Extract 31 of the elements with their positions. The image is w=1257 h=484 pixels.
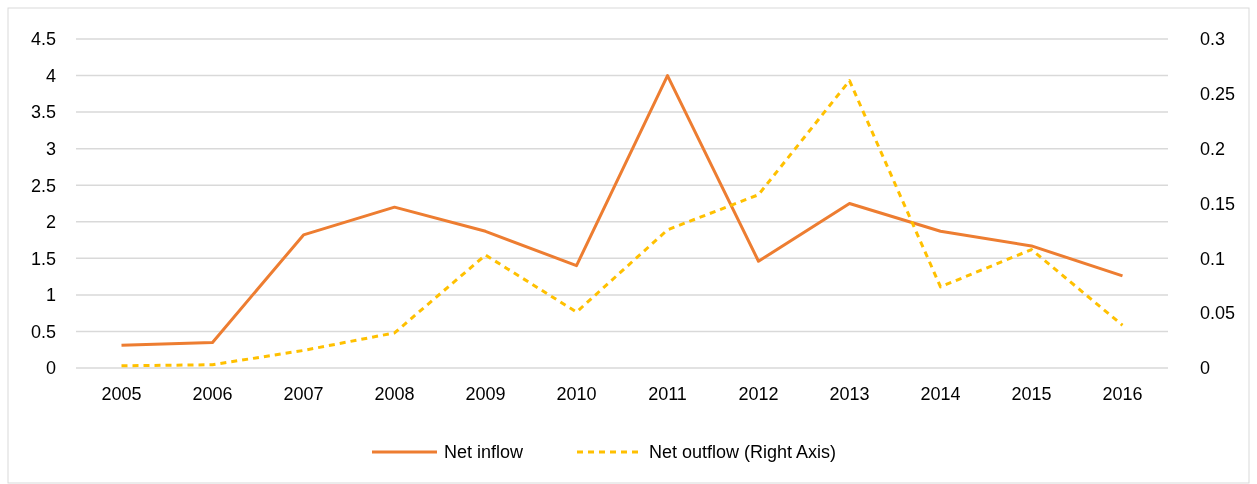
x-tick-label: 2007: [283, 384, 324, 404]
y2-tick-label: 0.05: [1200, 303, 1236, 324]
y-tick-label: 1.5: [30, 248, 56, 269]
x-tick-label: 2016: [1102, 384, 1143, 404]
y-tick-label: 4: [45, 65, 56, 86]
y-tick-label: 1: [45, 285, 56, 306]
y2-tick-label: 0.1: [1200, 248, 1226, 269]
y-tick-label: 3.5: [30, 102, 56, 123]
x-tick-label: 2010: [556, 384, 597, 404]
x-tick-label: 2015: [1011, 384, 1052, 404]
x-tick-label: 2014: [920, 384, 961, 404]
y-tick-label: 0.5: [30, 321, 56, 342]
legend-label: Net inflow: [444, 442, 525, 463]
y-tick-label: 2.5: [30, 175, 56, 196]
x-tick-label: 2011: [648, 384, 687, 404]
x-tick-label: 2013: [829, 384, 870, 404]
y-tick-label: 0: [45, 358, 56, 379]
x-tick-label: 2008: [374, 384, 415, 404]
y-tick-label: 4.5: [30, 29, 56, 50]
x-tick-label: 2012: [738, 384, 779, 404]
y-tick-label: 2: [45, 212, 56, 233]
legend-label: Net outflow (Right Axis): [649, 442, 837, 463]
y2-tick-label: 0: [1200, 358, 1211, 379]
y2-tick-label: 0.25: [1200, 84, 1236, 105]
y2-tick-label: 0.3: [1200, 29, 1226, 50]
x-tick-label: 2009: [465, 384, 506, 404]
x-tick-label: 2005: [101, 384, 142, 404]
y2-tick-label: 0.15: [1200, 193, 1236, 214]
x-tick-label: 2006: [192, 384, 233, 404]
y-tick-label: 3: [45, 138, 56, 159]
y2-tick-label: 0.2: [1200, 138, 1226, 159]
